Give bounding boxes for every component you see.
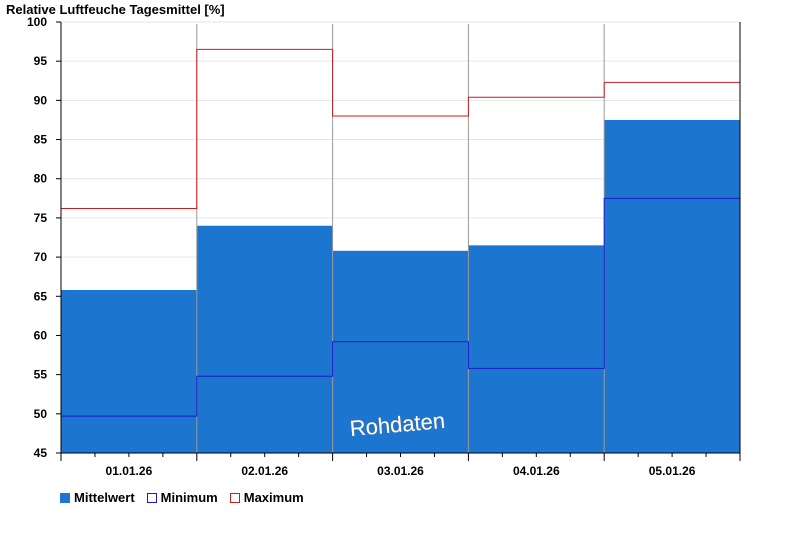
x-tick-label: 03.01.26 — [377, 464, 424, 478]
x-tick-label: 01.01.26 — [106, 464, 153, 478]
legend-swatch-minimum — [146, 492, 157, 503]
x-tick-label: 05.01.26 — [649, 464, 696, 478]
series-lines — [61, 48, 740, 417]
legend-label-minimum: Minimum — [160, 490, 218, 505]
humidity-chart: Relative Luftfeuche Tagesmittel [%] 45 50… — [6, 2, 741, 478]
bar-mean — [468, 245, 605, 453]
chart-title: Relative Luftfeuche Tagesmittel [%] — [6, 2, 225, 17]
y-tick-label: 50 — [34, 407, 48, 421]
y-tick-label: 55 — [34, 368, 48, 382]
series-line-maximum — [61, 48, 740, 210]
legend-item-minimum[interactable]: Minimum — [146, 490, 218, 505]
y-tick-label: 60 — [34, 328, 48, 342]
legend-item-maximum[interactable]: Maximum — [229, 490, 304, 505]
x-tick-label: 04.01.26 — [513, 464, 560, 478]
y-tick-label: 85 — [34, 133, 48, 147]
mean-bars — [61, 119, 740, 454]
bar-mean — [332, 250, 469, 453]
y-tick-label: 70 — [34, 250, 48, 264]
legend-swatch-mean — [60, 492, 70, 503]
y-tick-label: 45 — [34, 446, 48, 460]
bar-mean — [196, 225, 333, 453]
x-tick-label: 02.01.26 — [241, 464, 288, 478]
y-tick-label: 90 — [34, 93, 48, 107]
y-tick-label: 80 — [34, 172, 48, 186]
x-axis-ticks: 01.01.26 02.01.26 03.01.26 04.01.26 05.01.26 — [60, 453, 741, 478]
bar-mean — [604, 119, 740, 454]
legend: Mittelwert Minimum Maximum — [60, 490, 304, 505]
legend-swatch-maximum — [229, 492, 240, 503]
series-line-minimum — [61, 197, 740, 417]
legend-item-mean[interactable]: Mittelwert — [60, 490, 135, 505]
bar-mean — [61, 290, 197, 453]
y-tick-label: 75 — [34, 211, 48, 225]
y-axis-ticks: 45 50 55 60 65 70 75 80 85 90 95 100 — [27, 15, 61, 460]
y-tick-label: 95 — [34, 54, 48, 68]
legend-label-mean: Mittelwert — [74, 490, 135, 505]
legend-label-maximum: Maximum — [243, 490, 304, 505]
y-tick-label: 100 — [27, 15, 47, 29]
y-tick-label: 65 — [34, 289, 48, 303]
